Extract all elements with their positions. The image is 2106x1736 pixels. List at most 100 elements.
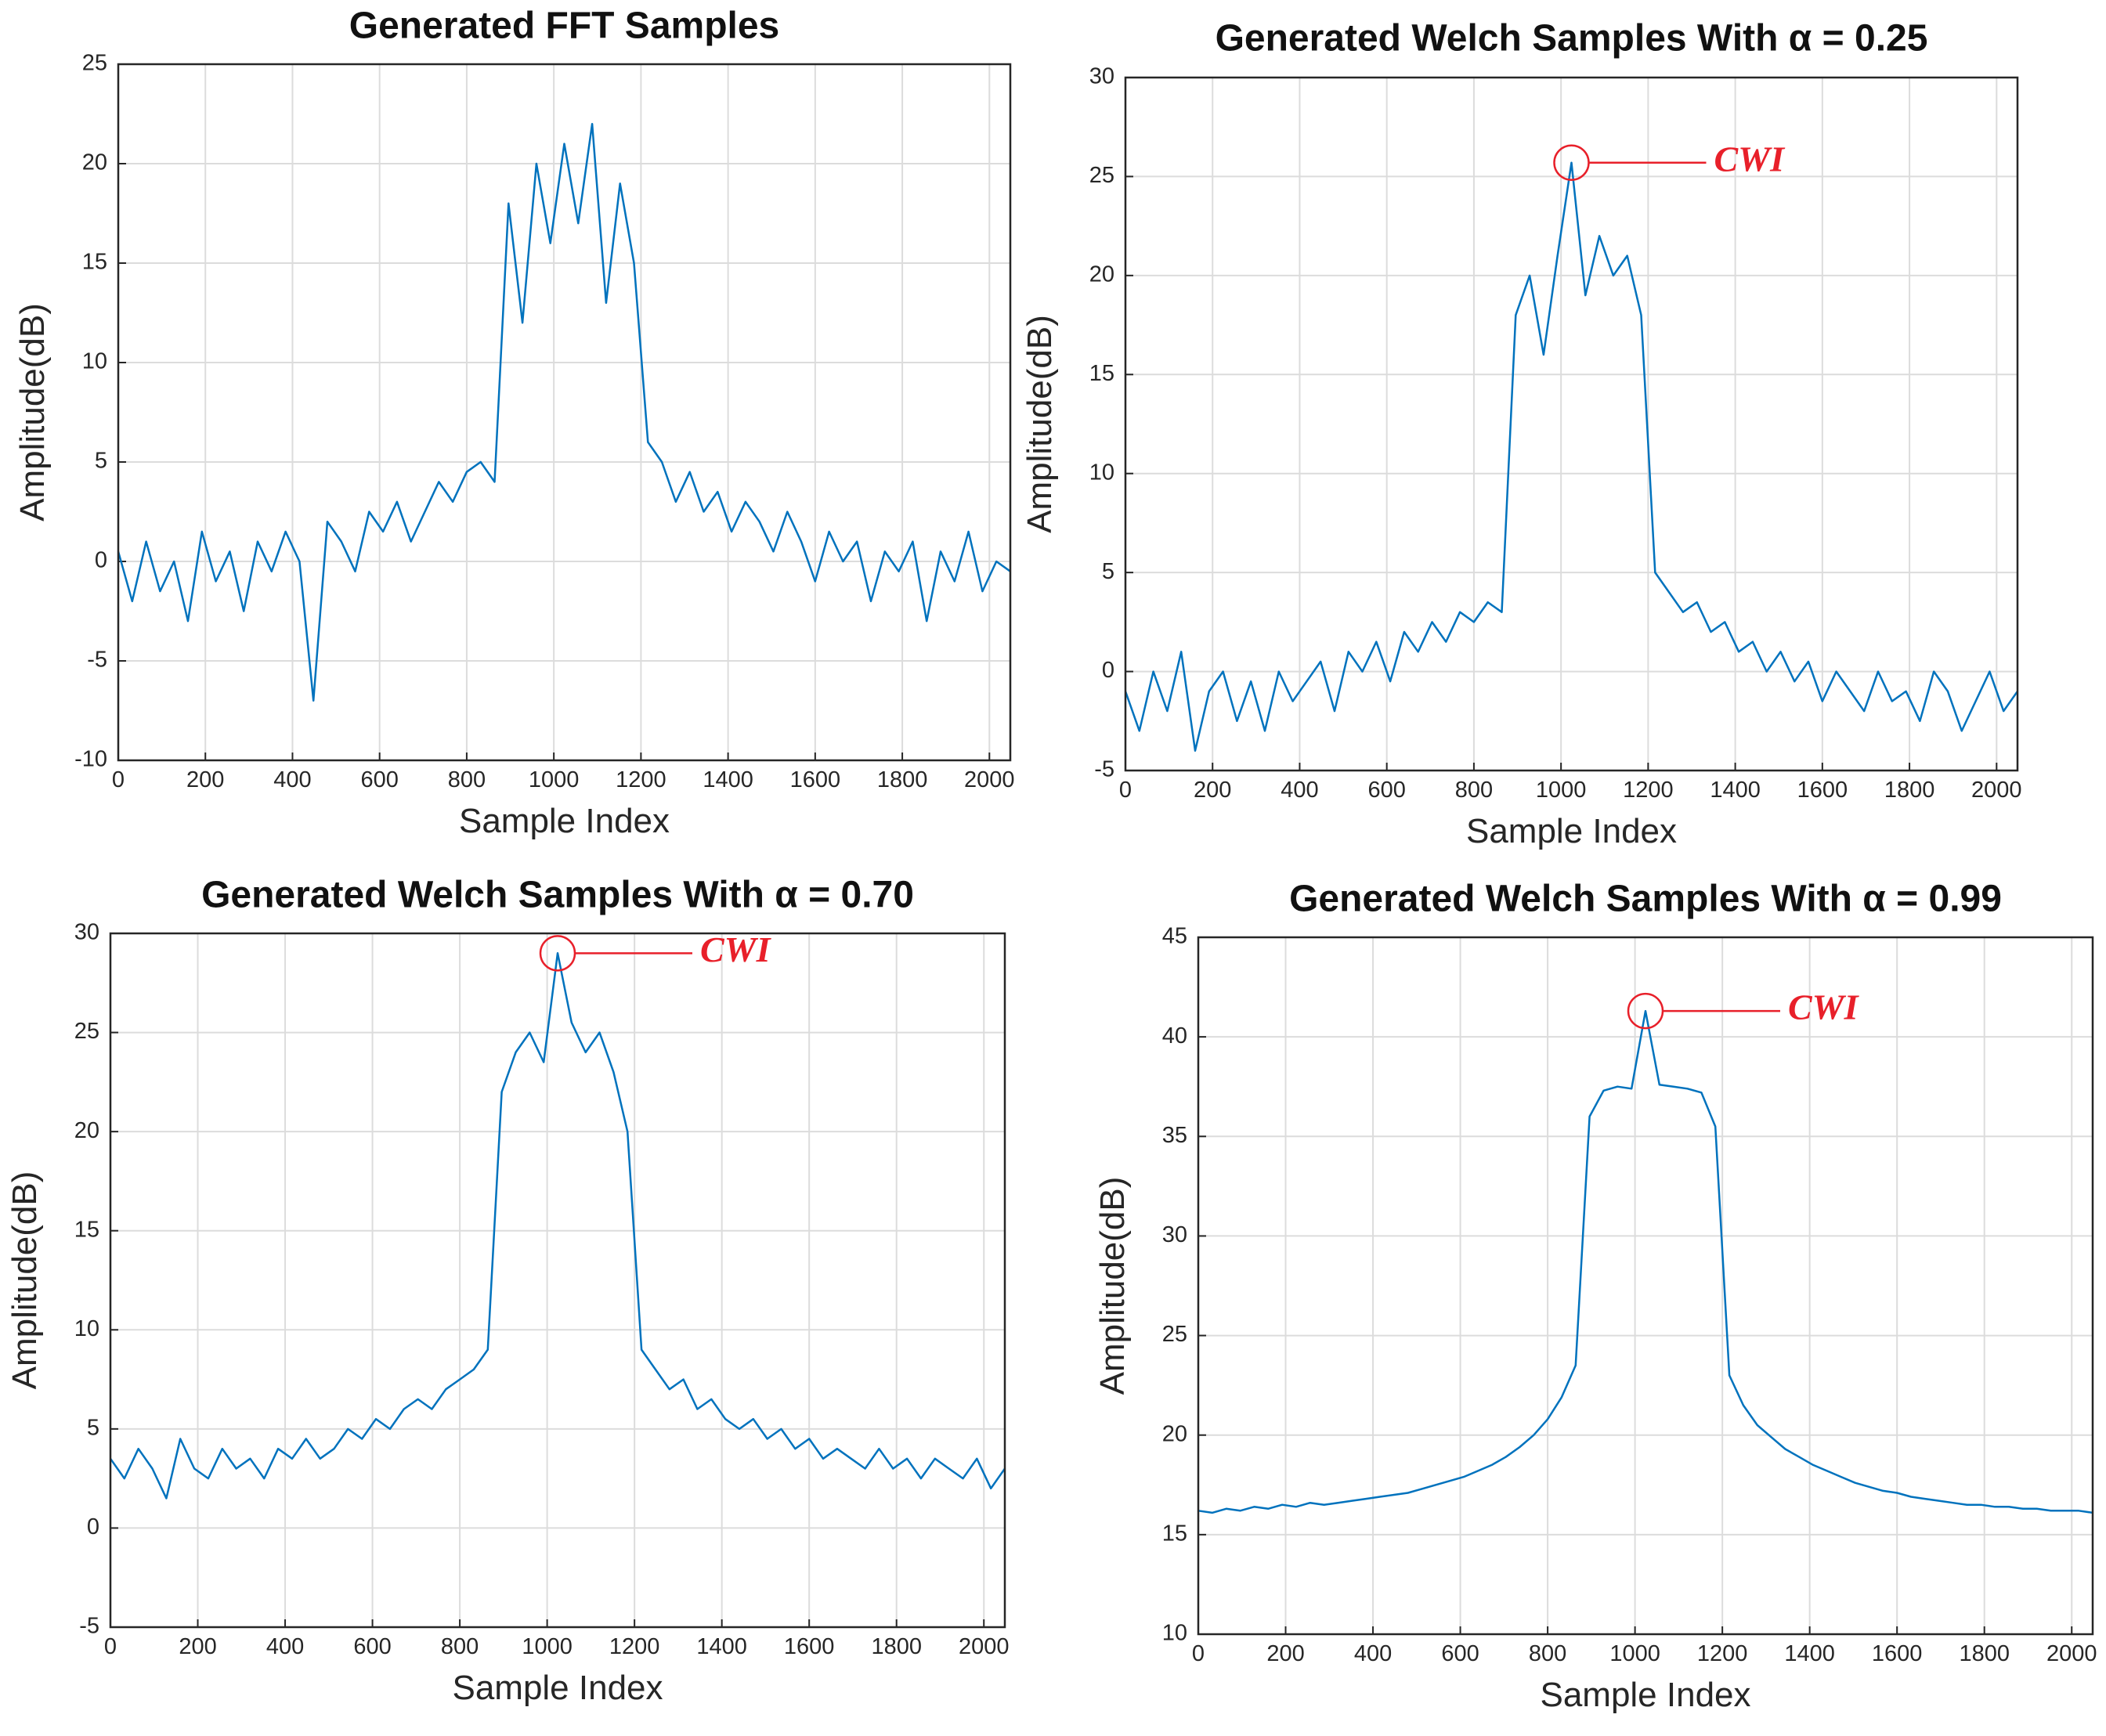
y-tick-label: 5: [95, 449, 107, 474]
x-tick-label: 1400: [703, 767, 753, 792]
x-tick-label: 1200: [616, 767, 666, 792]
y-axis-label: Amplitude(dB): [5, 1171, 44, 1390]
x-tick-label: 600: [353, 1634, 391, 1659]
x-tick-label: 200: [186, 767, 224, 792]
annotation-text: CWI: [1714, 139, 1786, 179]
x-tick-label: 800: [1455, 778, 1493, 803]
y-tick-label: 5: [87, 1416, 99, 1441]
y-tick-label: 25: [82, 51, 107, 76]
chart-title: Generated Welch Samples With α = 0.70: [201, 875, 914, 916]
x-tick-label: 0: [1119, 778, 1132, 803]
y-axis-label: Amplitude(dB): [13, 303, 52, 522]
y-tick-label: 20: [1089, 262, 1114, 287]
y-tick-label: 30: [1089, 64, 1114, 89]
x-tick-label: 2000: [1971, 778, 2022, 803]
x-tick-label: 1000: [522, 1634, 573, 1659]
x-tick-label: 200: [1266, 1641, 1304, 1666]
x-tick-label: 400: [266, 1634, 304, 1659]
y-axis-label: Amplitude(dB): [1093, 1177, 1132, 1395]
y-tick-label: -5: [1094, 757, 1114, 782]
y-tick-label: 40: [1162, 1023, 1187, 1048]
plot-frame: [1197, 936, 2094, 1636]
chart: Generated Welch Samples With α = 0.99 0 20…: [1093, 879, 2097, 1714]
y-tick-label: 25: [1089, 163, 1114, 188]
y-tick-label: 15: [1089, 361, 1114, 386]
x-tick-label: 1000: [1609, 1641, 1660, 1666]
y-tick-label: 10: [74, 1316, 99, 1341]
x-tick-label: 1000: [1536, 778, 1587, 803]
y-tick-label: 20: [74, 1118, 99, 1143]
data-line: [1124, 161, 2019, 752]
x-tick-label: 400: [1281, 778, 1318, 803]
chart-title: Generated Welch Samples With α = 0.25: [1216, 18, 1928, 60]
plot-frame: [109, 932, 1006, 1629]
chart: Generated Welch Samples With α = 0.25 0 20…: [1020, 18, 2022, 850]
y-tick-label: -10: [74, 747, 107, 772]
x-tick-label: 1400: [696, 1634, 747, 1659]
y-tick-label: 35: [1162, 1123, 1187, 1148]
y-tick-label: 15: [82, 250, 107, 275]
x-tick-label: 1800: [877, 767, 928, 792]
annotation-text: CWI: [700, 929, 772, 969]
x-tick-label: 200: [179, 1634, 216, 1659]
x-tick-label: 0: [104, 1634, 117, 1659]
y-tick-label: 15: [74, 1217, 99, 1242]
y-tick-label: 30: [1162, 1222, 1187, 1247]
x-tick-label: 200: [1194, 778, 1231, 803]
x-tick-label: 600: [360, 767, 398, 792]
x-tick-label: 2000: [2046, 1641, 2097, 1666]
data-line: [1197, 1009, 2093, 1514]
x-axis-label: Sample Index: [1466, 812, 1677, 850]
x-tick-label: 1200: [1697, 1641, 1748, 1666]
x-tick-label: 600: [1441, 1641, 1479, 1666]
x-tick-label: 1200: [1623, 778, 1674, 803]
x-tick-label: 1600: [790, 767, 841, 792]
x-tick-label: 2000: [959, 1634, 1010, 1659]
x-tick-label: 0: [1192, 1641, 1205, 1666]
x-tick-label: 400: [273, 767, 311, 792]
chart-title: Generated FFT Samples: [349, 5, 780, 47]
y-tick-label: 5: [1102, 559, 1114, 584]
x-tick-label: 800: [448, 767, 486, 792]
y-tick-label: 10: [1089, 460, 1114, 485]
annotation-text: CWI: [1788, 987, 1860, 1027]
x-tick-label: 800: [1529, 1641, 1566, 1666]
plot-frame: [117, 63, 1012, 762]
y-tick-label: 0: [95, 548, 107, 573]
x-axis-label: Sample Index: [1540, 1676, 1750, 1714]
x-tick-label: 1800: [1884, 778, 1935, 803]
x-tick-label: 1400: [1784, 1641, 1835, 1666]
x-tick-label: 1800: [1959, 1641, 2010, 1666]
y-axis-label: Amplitude(dB): [1020, 315, 1059, 533]
chart-title: Generated Welch Samples With α = 0.99: [1289, 879, 2002, 920]
x-tick-label: 1600: [784, 1634, 835, 1659]
plot-frame: [1124, 76, 2019, 772]
x-tick-label: 1200: [609, 1634, 660, 1659]
data-line: [109, 952, 1006, 1500]
y-tick-label: 20: [82, 150, 107, 175]
x-axis-label: Sample Index: [452, 1669, 663, 1707]
x-tick-label: 1400: [1710, 778, 1761, 803]
y-tick-label: 20: [1162, 1421, 1187, 1446]
x-tick-label: 2000: [964, 767, 1015, 792]
x-tick-label: 400: [1354, 1641, 1392, 1666]
y-tick-label: 45: [1162, 924, 1187, 949]
y-tick-label: 0: [1102, 658, 1114, 683]
data-line: [117, 122, 1011, 702]
chart: Generated Welch Samples With α = 0.70 0 20…: [5, 875, 1009, 1707]
y-tick-label: -5: [87, 648, 107, 673]
y-tick-label: 25: [74, 1019, 99, 1044]
x-tick-label: 600: [1367, 778, 1405, 803]
x-tick-label: 1600: [1797, 778, 1848, 803]
y-tick-label: 10: [1162, 1621, 1187, 1646]
x-tick-label: 1000: [529, 767, 580, 792]
x-tick-label: 0: [112, 767, 125, 792]
y-tick-label: 30: [74, 920, 99, 945]
y-tick-label: 15: [1162, 1521, 1187, 1547]
y-tick-label: 0: [87, 1514, 99, 1539]
x-axis-label: Sample Index: [459, 802, 670, 840]
y-tick-label: 25: [1162, 1322, 1187, 1347]
